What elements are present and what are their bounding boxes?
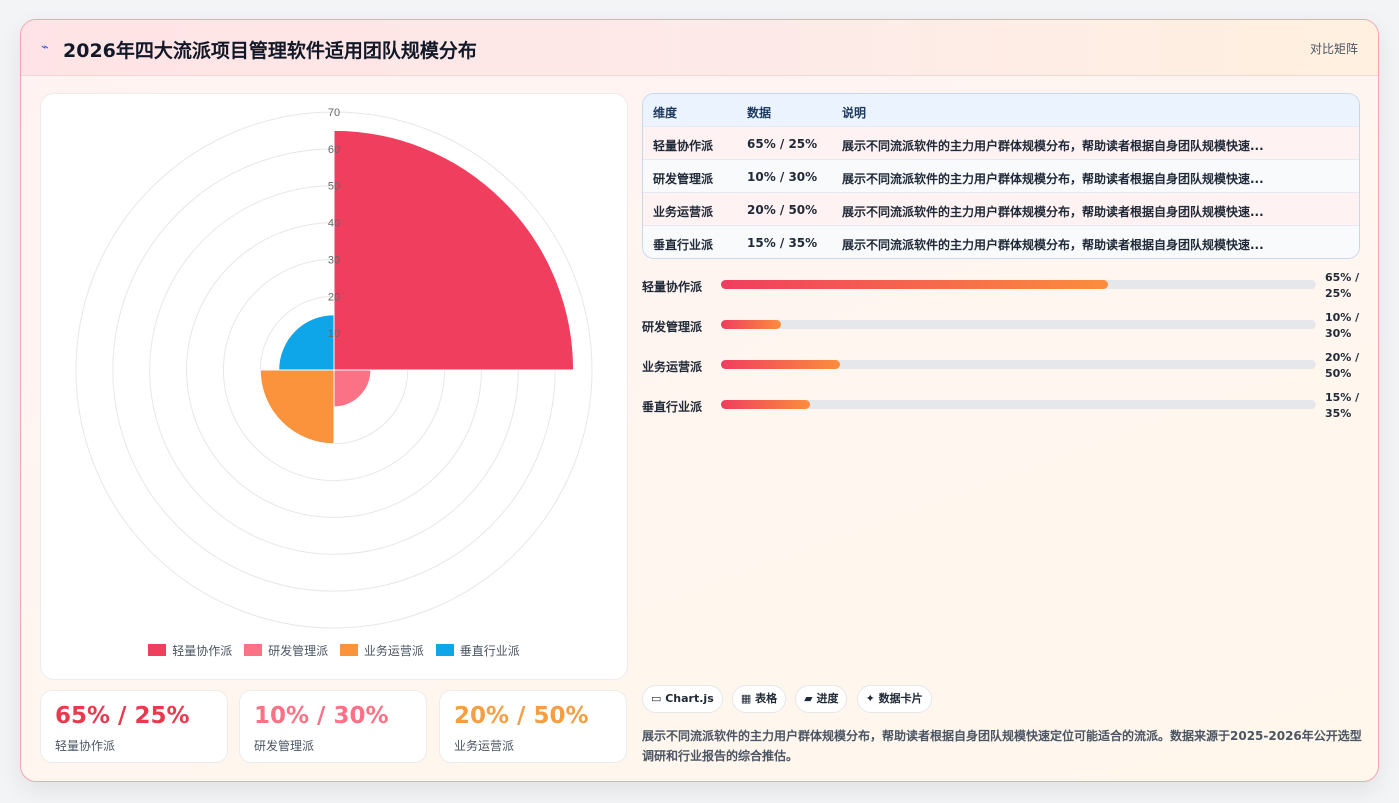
progress-fill [721,400,811,409]
kpi-value: 10% / 30% [254,703,389,729]
r-tick-label: 60 [328,144,340,156]
progress-value: 15% / 35% [1325,391,1360,420]
kpi-card: 20% / 50% 业务运营派 [439,690,627,763]
legend-label: 垂直行业派 [459,644,520,658]
progress-fill [721,280,1108,289]
legend-label: 业务运营派 [363,644,424,658]
progress-label: 轻量协作派 [642,280,703,294]
legend-label: 研发管理派 [268,644,329,658]
table-cell: 垂直行业派 [653,238,714,252]
table-row[interactable]: 轻量协作派 65% / 25% 展示不同流派软件的主力用户群体规模分布，帮助读者… [643,127,1359,160]
kpi-card: 10% / 30% 研发管理派 [239,690,427,763]
polar-wedge[interactable] [333,369,372,408]
table-header-row: 维度 数据 说明 [643,94,1359,127]
kpi-value: 20% / 50% [454,703,589,729]
table-cell: 展示不同流派软件的主力用户群体规模分布，帮助读者根据自身团队规模快速... [842,205,1264,219]
view-tag[interactable]: 对比矩阵 [1309,42,1358,56]
sparkle-icon: ✦ [865,692,879,705]
r-tick-label: 30 [328,254,340,266]
chip-label: Chart.js [665,692,714,705]
kpi-label: 研发管理派 [254,739,315,753]
legend-item[interactable]: 研发管理派 [244,642,328,659]
r-tick-label: 70 [328,107,340,119]
table-cell: 展示不同流派软件的主力用户群体规模分布，帮助读者根据自身团队规模快速... [842,238,1264,252]
legend-item[interactable]: 垂直行业派 [435,642,520,659]
chip-data-card[interactable]: ✦ 数据卡片 [856,685,932,713]
table-cell: 15% / 35% [747,236,818,250]
chip-label: 表格 [755,692,778,705]
progress-fill [721,320,781,329]
legend-item[interactable]: 轻量协作派 [148,642,232,659]
header: ⌁ 2026年四大流派项目管理软件适用团队规模分布 对比矩阵 [21,20,1378,76]
progress-row: 垂直行业派 15% / 35% [642,390,1360,430]
legend-item[interactable]: 业务运营派 [339,642,424,659]
legend-swatch [339,644,358,656]
progress-track [721,320,1316,329]
chart-legend: 轻量协作派 研发管理派 业务运营派 垂直行业派 [41,642,627,659]
page-title: 2026年四大流派项目管理软件适用团队规模分布 [63,40,477,62]
table-cell: 展示不同流派软件的主力用户群体规模分布，帮助读者根据自身团队规模快速... [842,172,1264,186]
table-row[interactable]: 垂直行业派 15% / 35% 展示不同流派软件的主力用户群体规模分布，帮助读者… [643,226,1359,258]
table-icon: ▦ [740,692,756,705]
monitor-icon: ▭ [651,692,666,705]
progress-track [721,400,1316,409]
polar-area-chart: 10 20 30 40 50 60 70 [75,107,593,629]
r-tick-label: 50 [328,181,340,193]
table-cell: 展示不同流派软件的主力用户群体规模分布，帮助读者根据自身团队规模快速... [842,139,1264,153]
table-cell: 20% / 50% [747,203,818,217]
chip-label: 进度 [816,692,839,705]
table-header-cell: 说明 [842,106,867,120]
polar-chart-panel: 10 20 30 40 50 60 70 轻量协作派 研发管理派 业务运营派 垂直行业派 [40,93,628,680]
progress-row: 业务运营派 20% / 50% [642,350,1360,390]
progress-row: 轻量协作派 65% / 25% [642,270,1360,310]
table-row[interactable]: 业务运营派 20% / 50% 展示不同流派软件的主力用户群体规模分布，帮助读者… [643,193,1359,226]
progress-track [721,360,1316,369]
progress-label: 垂直行业派 [642,400,703,414]
polar-wedge[interactable] [278,314,335,371]
table-cell: 业务运营派 [653,205,714,219]
progress-value: 10% / 30% [1325,311,1360,340]
comparison-table: 维度 数据 说明 轻量协作派 65% / 25% 展示不同流派软件的主力用户群体… [642,93,1360,259]
table-cell: 65% / 25% [747,137,818,151]
polar-wedge[interactable] [259,369,335,445]
progress-label: 业务运营派 [642,360,703,374]
grid-ring [75,111,593,629]
legend-label: 轻量协作派 [172,644,233,658]
tech-chips: ▭ Chart.js ▦ 表格 ▰ 进度 ✦ 数据卡片 [642,685,936,713]
progress-label: 研发管理派 [642,320,703,334]
progress-value: 65% / 25% [1325,271,1360,300]
r-tick-label: 10 [328,328,340,340]
kpi-card: 65% / 25% 轻量协作派 [40,690,228,763]
table-cell: 研发管理派 [653,172,714,186]
legend-swatch [148,644,167,656]
chart-line-icon: ⌁ [41,40,49,55]
table-header-cell: 维度 [653,106,678,120]
chip-table[interactable]: ▦ 表格 [731,685,787,713]
footnote: 展示不同流派软件的主力用户群体规模分布，帮助读者根据自身团队规模快速定位可能适合… [642,729,1362,763]
progress-track [721,280,1316,289]
chip-label: 数据卡片 [878,692,923,705]
table-row[interactable]: 研发管理派 10% / 30% 展示不同流派软件的主力用户群体规模分布，帮助读者… [643,160,1359,193]
kpi-label: 轻量协作派 [55,739,116,753]
table-header-cell: 数据 [747,106,772,120]
progress-value: 20% / 50% [1325,351,1360,380]
polar-wedge[interactable] [333,129,575,371]
folder-icon: ▰ [804,692,817,705]
table-cell: 轻量协作派 [653,139,714,153]
table-cell: 10% / 30% [747,170,818,184]
chip-progress[interactable]: ▰ 进度 [795,685,848,713]
legend-swatch [244,644,263,656]
dashboard-card: ⌁ 2026年四大流派项目管理软件适用团队规模分布 对比矩阵 10 20 30 40 5… [20,19,1379,782]
legend-swatch [435,644,454,656]
kpi-label: 业务运营派 [454,739,515,753]
kpi-value: 65% / 25% [55,703,190,729]
progress-row: 研发管理派 10% / 30% [642,310,1360,350]
chip-chartjs[interactable]: ▭ Chart.js [642,685,723,713]
r-tick-label: 40 [328,218,340,230]
progress-fill [721,360,840,369]
r-tick-label: 20 [328,291,340,303]
